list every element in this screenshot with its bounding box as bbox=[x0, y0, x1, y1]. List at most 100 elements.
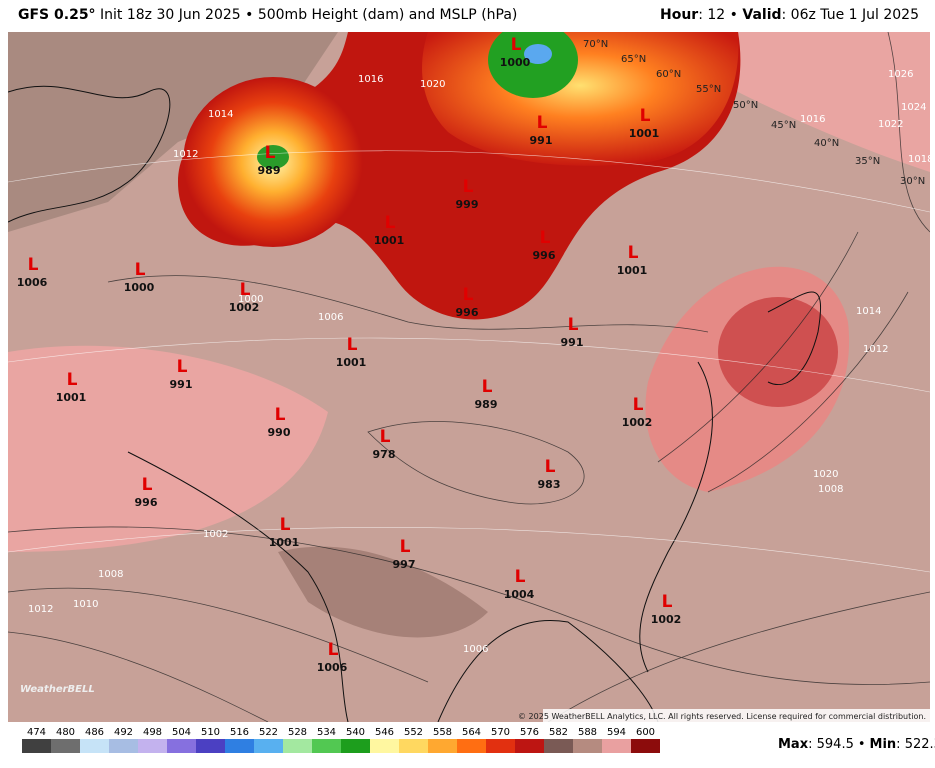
contour-label: 1012 bbox=[173, 149, 198, 160]
contour-label: 1018 bbox=[908, 154, 930, 165]
contour-label: 1002 bbox=[203, 529, 228, 540]
colorbar-swatch bbox=[254, 739, 283, 753]
low-pressure: 1000 bbox=[500, 56, 531, 69]
header: GFS 0.25° Init 18z 30 Jun 2025 • 500mb H… bbox=[0, 0, 935, 30]
low-symbol: L bbox=[568, 315, 579, 335]
colorbar-swatch bbox=[370, 739, 399, 753]
contour-label: 1010 bbox=[73, 599, 98, 610]
colorbar-swatch bbox=[631, 739, 660, 753]
colorbar-swatch bbox=[138, 739, 167, 753]
colon: : bbox=[808, 737, 817, 752]
low-pressure: 990 bbox=[268, 426, 291, 439]
low-pressure: 1006 bbox=[317, 661, 348, 674]
low-symbol: L bbox=[540, 228, 551, 248]
contour-label: 1016 bbox=[800, 114, 825, 125]
height-area bbox=[488, 32, 578, 98]
colorbar-swatch bbox=[22, 739, 51, 753]
latitude-labels: 70°N 65°N 60°N 55°N 50°N 45°N 40°N 35°N 30°N bbox=[583, 39, 925, 187]
low-pressure: 1002 bbox=[651, 613, 682, 626]
low-symbol: L bbox=[633, 395, 644, 415]
copyright-box bbox=[543, 709, 930, 722]
colorbar-label: 576 bbox=[520, 727, 539, 738]
contour-label: 1026 bbox=[888, 69, 913, 80]
graticule bbox=[8, 150, 930, 573]
low-symbol: L bbox=[265, 143, 276, 163]
colorbar-label: 594 bbox=[607, 727, 626, 738]
low-symbol: L bbox=[628, 243, 639, 263]
colorbar-swatch bbox=[225, 739, 254, 753]
latitude-label: 45°N bbox=[771, 120, 796, 131]
contour-label: 1014 bbox=[208, 109, 233, 120]
colorbar-label: 504 bbox=[172, 727, 191, 738]
low-pressure: 978 bbox=[373, 448, 396, 461]
contour-label: 1006 bbox=[463, 644, 488, 655]
low-symbol: L bbox=[67, 370, 78, 390]
valid-value: : 06z Tue 1 Jul 2025 bbox=[781, 7, 919, 23]
colorbar-swatch bbox=[196, 739, 225, 753]
colorbar-label: 540 bbox=[346, 727, 365, 738]
colorbar-label: 570 bbox=[491, 727, 510, 738]
latitude-label: 30°N bbox=[900, 176, 925, 187]
contour-label: 1020 bbox=[813, 469, 838, 480]
colorbar-label: 516 bbox=[230, 727, 249, 738]
description: Init 18z 30 Jun 2025 • 500mb Height (dam… bbox=[100, 7, 518, 23]
colorbar-label: 492 bbox=[114, 727, 133, 738]
low-symbol: L bbox=[482, 377, 493, 397]
colorbar-label: 600 bbox=[636, 727, 655, 738]
colorbar-swatch bbox=[515, 739, 544, 753]
colorbar-label: 564 bbox=[462, 727, 481, 738]
latitude-label: 65°N bbox=[621, 54, 646, 65]
low-symbol: L bbox=[380, 427, 391, 447]
min-label: Min bbox=[870, 737, 897, 752]
colorbar-label: 582 bbox=[549, 727, 568, 738]
low-symbol: L bbox=[177, 357, 188, 377]
pink-area bbox=[708, 32, 930, 172]
colorbar-swatch bbox=[602, 739, 631, 753]
contour-label: 1000 bbox=[238, 294, 263, 305]
low-pressure: 999 bbox=[456, 198, 479, 211]
contour-label: 1006 bbox=[318, 312, 343, 323]
low-symbol: L bbox=[400, 537, 411, 557]
height-area bbox=[524, 44, 552, 64]
low-pressure: 1001 bbox=[374, 234, 405, 247]
contour-label: 1020 bbox=[420, 79, 445, 90]
max-min: Max: 594.5 • Min: 522.3 bbox=[778, 737, 935, 752]
low-pressure: 997 bbox=[393, 558, 416, 571]
low-pressure: 1002 bbox=[229, 301, 260, 314]
low-symbol: L bbox=[511, 35, 522, 55]
colorbar-swatch bbox=[457, 739, 486, 753]
colorbar-swatch bbox=[312, 739, 341, 753]
low-pressure: 1004 bbox=[504, 588, 535, 601]
colorbar-label: 534 bbox=[317, 727, 336, 738]
hour-label: Hour bbox=[660, 7, 699, 23]
contour-label: 1008 bbox=[818, 484, 843, 495]
shade-area bbox=[278, 546, 488, 638]
low-symbol: L bbox=[328, 640, 339, 660]
colorbar-label: 546 bbox=[375, 727, 394, 738]
low-symbol: L bbox=[537, 113, 548, 133]
low-pressure: 1001 bbox=[336, 356, 367, 369]
colorbar-swatch bbox=[573, 739, 602, 753]
low-pressure: 1001 bbox=[617, 264, 648, 277]
min-value: 522.3 bbox=[905, 737, 935, 752]
low-symbol: L bbox=[640, 106, 651, 126]
colorbar-label: 474 bbox=[27, 727, 46, 738]
contour-labels: 1016 1020 1014 1012 1006 1002 1008 1010 1012 1014… bbox=[28, 69, 930, 655]
low-symbol: L bbox=[385, 213, 396, 233]
low-symbol: L bbox=[545, 457, 556, 477]
max-value: 594.5 bbox=[817, 737, 854, 752]
low-pressure: 989 bbox=[475, 398, 498, 411]
low-pressure: 983 bbox=[538, 478, 561, 491]
low-pressure: 991 bbox=[530, 134, 553, 147]
low-symbol: L bbox=[347, 335, 358, 355]
colon: : bbox=[896, 737, 905, 752]
colorbar-label: 552 bbox=[404, 727, 423, 738]
low-pressure: 1006 bbox=[17, 276, 48, 289]
colorbar-swatch bbox=[51, 739, 80, 753]
colorbar-swatch bbox=[283, 739, 312, 753]
low-symbol: L bbox=[515, 567, 526, 587]
height-area bbox=[257, 145, 289, 169]
model: GFS 0.25° bbox=[18, 7, 96, 23]
